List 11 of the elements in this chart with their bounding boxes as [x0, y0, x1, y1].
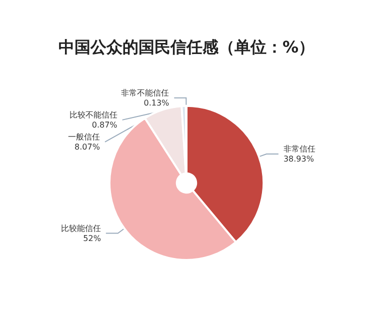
data-label: 52% — [83, 234, 102, 243]
data-label: 8.07% — [74, 142, 100, 152]
slice-label: 一般信任 — [68, 132, 100, 142]
chart-title: 中国公众的国民信任感（单位：%） — [58, 38, 315, 56]
data-label: 38.93% — [283, 154, 314, 164]
data-label: 0.87% — [92, 120, 118, 130]
slice-label: 非常不能信任 — [121, 88, 170, 98]
slice-label: 非常信任 — [283, 144, 316, 154]
data-label: 0.13% — [144, 98, 170, 108]
slice-label: 比较能信任 — [60, 224, 101, 233]
slice-label: 比较不能信任 — [69, 110, 118, 120]
